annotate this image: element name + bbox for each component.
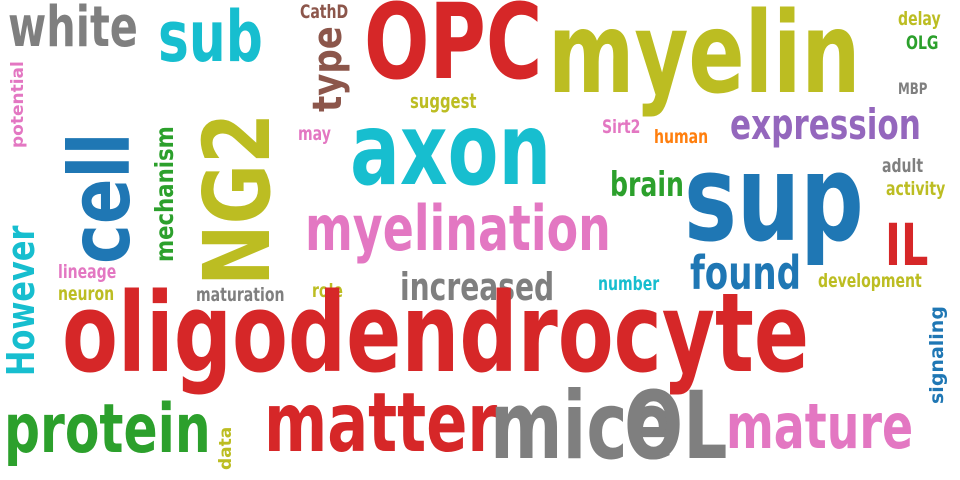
word-matter: matter [264,376,498,471]
word-ol: OL [624,372,728,480]
word-sub: sub [158,0,263,78]
word-role: role [312,280,343,302]
word-protein: protein [4,390,211,469]
word-found: found [690,246,802,300]
word-ng2: NG2 [184,112,291,286]
word-myelin: myelin [548,0,861,119]
word-suggest: suggest [410,89,477,113]
word-maturation: maturation [196,284,285,306]
word-type: type [305,26,351,112]
word-sirt2: Sirt2 [602,116,641,138]
word-expression: expression [730,100,921,149]
word-signaling: signaling [926,306,948,404]
word-may: may [298,123,331,145]
word-adult: adult [882,155,924,177]
word-oligodendrocyte: oligodendrocyte [62,269,810,397]
word-mbp: MBP [898,79,928,98]
word-number: number [598,273,660,295]
word-lineage: lineage [58,261,117,283]
word-axon: axon [350,91,552,208]
word-mice: mice [490,372,675,480]
word-increased: increased [400,265,555,309]
word-development: development [818,270,922,292]
word-human: human [654,126,709,148]
word-cathd: CathD [300,1,349,23]
word-il: IL [885,211,929,279]
word-sup: sup [684,130,864,269]
word-mechanism: mechanism [150,126,179,262]
word-potential: potential [8,61,28,148]
word-brain: brain [610,165,684,205]
word-white: white [8,0,138,60]
word-opc: OPC [364,0,543,103]
word-activity: activity [886,178,946,200]
word-mature: mature [726,390,914,463]
word-olg: OLG [906,32,939,54]
word-cell: cell [51,132,149,264]
word-delay: delay [898,8,941,30]
word-data: data [216,426,236,470]
word-however: However [0,225,43,376]
word-myelination: myelination [305,192,611,265]
word-neuron: neuron [58,283,115,305]
